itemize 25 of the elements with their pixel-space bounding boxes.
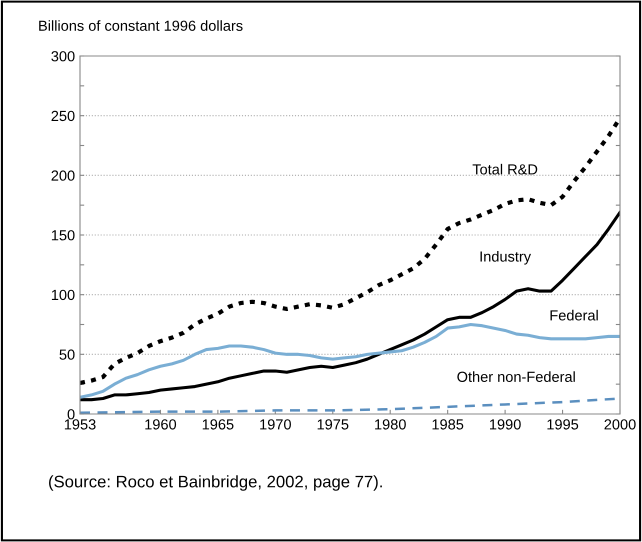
text: (Source: Roco et Bainbridge, 2002, page 77). (49, 475, 382, 491)
x-tick-label: 1960 (145, 419, 176, 430)
y-axis-title: Billions of constant 1996 dollars (39, 20, 243, 31)
y-tick-label: 150 (52, 230, 75, 240)
x-tick-label: 1965 (202, 419, 234, 430)
x-tick-label: 1975 (318, 419, 348, 430)
x-tick-label: 1995 (547, 419, 578, 430)
series-label: Other non-Federal (457, 371, 575, 382)
y-tick-label: 300 (51, 51, 75, 62)
series-label: Federal (550, 310, 598, 321)
x-tick-label: 1980 (375, 419, 406, 430)
line-series (80, 322, 620, 399)
y-tick-label: 200 (52, 170, 75, 181)
x-tick-label: 1953 (64, 419, 96, 430)
line-series (80, 210, 620, 402)
y-tick-label: 50 (60, 349, 75, 360)
x-tick-label: 1970 (260, 419, 291, 430)
y-tick-label: 100 (52, 290, 75, 300)
series-label: Total R&D (472, 164, 538, 175)
x-tick-label: 2000 (604, 419, 636, 430)
series-label: Industry (480, 250, 532, 265)
y-tick-label: 0 (68, 409, 75, 420)
x-tick-label: 1990 (490, 419, 521, 430)
x-tick-label: 1985 (432, 419, 464, 430)
y-tick-label: 250 (52, 110, 75, 122)
